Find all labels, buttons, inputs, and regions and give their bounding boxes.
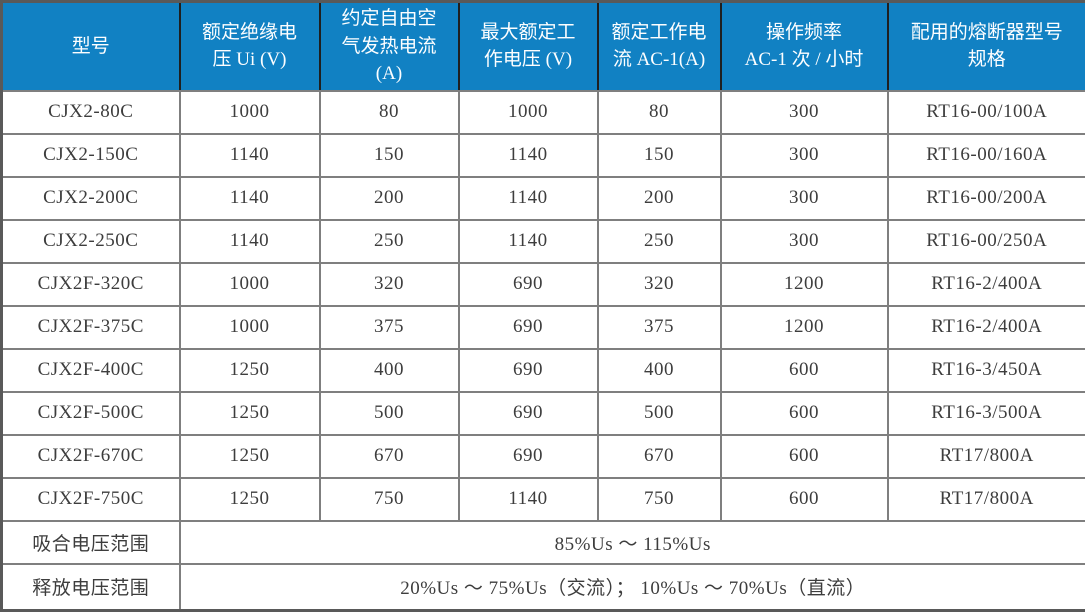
spec-cell: 1250 [178, 347, 321, 393]
spec-cell: 1250 [178, 390, 321, 436]
spec-cell: 1140 [178, 175, 321, 221]
header-cell: 操作频率 AC-1 次 / 小时 [719, 0, 889, 92]
header-cell: 约定自由空 气发热电流 (A) [318, 0, 460, 92]
spec-cell: RT16-00/100A [886, 89, 1085, 135]
spec-cell: 500 [318, 390, 460, 436]
model-cell: CJX2F-750C [0, 476, 181, 522]
header-cell: 额定工作电 流 AC-1(A) [596, 0, 722, 92]
model-cell: CJX2-80C [0, 89, 181, 135]
table-row: CJX2-80C 1000 80 1000 80 300 RT16-00/100A [0, 89, 1085, 135]
header-row: 型号 额定绝缘电 压 Ui (V) 约定自由空 气发热电流 (A) 最大额定工 作电压… [0, 0, 1085, 92]
model-cell: CJX2F-400C [0, 347, 181, 393]
spec-cell: 300 [719, 175, 889, 221]
table-row: CJX2F-375C 1000 375 690 375 1200 RT16-2/400A [0, 304, 1085, 350]
spec-cell: 600 [719, 347, 889, 393]
model-cell: CJX2F-375C [0, 304, 181, 350]
table-body: CJX2-80C 1000 80 1000 80 300 RT16-00/100A CJX2-… [0, 89, 1085, 522]
header-cell: 配用的熔断器型号 规格 [886, 0, 1085, 92]
table-row: CJX2F-500C 1250 500 690 500 600 RT16-3/500A [0, 390, 1085, 436]
model-cell: CJX2-200C [0, 175, 181, 221]
spec-cell: 690 [457, 304, 599, 350]
spec-cell: 320 [318, 261, 460, 307]
footer-row-release-voltage: 释放电压范围 20%Us ～ 75%Us（交流）； 10%Us ～ 70%Us（… [0, 562, 1085, 612]
spec-cell: 320 [596, 261, 722, 307]
header-cell: 额定绝缘电 压 Ui (V) [178, 0, 321, 92]
table-row: CJX2F-400C 1250 400 690 400 600 RT16-3/450A [0, 347, 1085, 393]
spec-cell: 150 [596, 132, 722, 178]
pickup-voltage-range-value: 85%Us ～ 115%Us [178, 519, 1085, 565]
spec-cell: 250 [318, 218, 460, 264]
model-cell: CJX2-150C [0, 132, 181, 178]
spec-cell: 300 [719, 132, 889, 178]
spec-cell: 600 [719, 390, 889, 436]
spec-cell: RT17/800A [886, 476, 1085, 522]
spec-cell: 1200 [719, 304, 889, 350]
spec-cell: 200 [318, 175, 460, 221]
spec-cell: 300 [719, 89, 889, 135]
spec-cell: RT16-00/200A [886, 175, 1085, 221]
spec-cell: 1000 [178, 304, 321, 350]
spec-cell: 690 [457, 261, 599, 307]
table-row: CJX2-250C 1140 250 1140 250 300 RT16-00/250A [0, 218, 1085, 264]
spec-cell: 670 [596, 433, 722, 479]
spec-cell: 600 [719, 476, 889, 522]
header-cell: 最大额定工 作电压 (V) [457, 0, 599, 92]
model-cell: CJX2F-320C [0, 261, 181, 307]
spec-cell: 375 [596, 304, 722, 350]
spec-cell: 500 [596, 390, 722, 436]
spec-cell: 80 [318, 89, 460, 135]
spec-cell: RT16-00/160A [886, 132, 1085, 178]
footer-row-pickup-voltage: 吸合电压范围 85%Us ～ 115%Us [0, 519, 1085, 565]
spec-cell: RT17/800A [886, 433, 1085, 479]
spec-cell: 300 [719, 218, 889, 264]
table-footer: 吸合电压范围 85%Us ～ 115%Us 释放电压范围 20%Us ～ 75%… [0, 519, 1085, 612]
table-row: CJX2-200C 1140 200 1140 200 300 RT16-00/200A [0, 175, 1085, 221]
pickup-voltage-range-label: 吸合电压范围 [0, 519, 181, 565]
spec-cell: 750 [596, 476, 722, 522]
spec-cell: 1140 [457, 132, 599, 178]
spec-cell: 1140 [178, 132, 321, 178]
spec-cell: 690 [457, 390, 599, 436]
spec-cell: 1140 [457, 218, 599, 264]
table-row: CJX2-150C 1140 150 1140 150 300 RT16-00/160A [0, 132, 1085, 178]
spec-cell: 150 [318, 132, 460, 178]
spec-cell: 1250 [178, 476, 321, 522]
model-cell: CJX2F-500C [0, 390, 181, 436]
spec-cell: 1140 [457, 476, 599, 522]
table-row: CJX2F-670C 1250 670 690 670 600 RT17/800A [0, 433, 1085, 479]
table-row: CJX2F-320C 1000 320 690 320 1200 RT16-2/400A [0, 261, 1085, 307]
spec-cell: 690 [457, 433, 599, 479]
spec-cell: 690 [457, 347, 599, 393]
spec-cell: 1000 [178, 89, 321, 135]
spec-cell: 250 [596, 218, 722, 264]
spec-cell: 400 [596, 347, 722, 393]
spec-cell: RT16-3/500A [886, 390, 1085, 436]
spec-cell: RT16-2/400A [886, 304, 1085, 350]
model-cell: CJX2F-670C [0, 433, 181, 479]
header-cell: 型号 [0, 0, 181, 92]
spec-cell: 750 [318, 476, 460, 522]
model-cell: CJX2-250C [0, 218, 181, 264]
spec-cell: 1140 [178, 218, 321, 264]
spec-cell: 80 [596, 89, 722, 135]
spec-cell: 200 [596, 175, 722, 221]
release-voltage-range-value: 20%Us ～ 75%Us（交流）； 10%Us ～ 70%Us（直流） [178, 562, 1085, 612]
spec-cell: 1140 [457, 175, 599, 221]
spec-cell: RT16-2/400A [886, 261, 1085, 307]
spec-cell: 400 [318, 347, 460, 393]
spec-cell: 1200 [719, 261, 889, 307]
spec-cell: RT16-00/250A [886, 218, 1085, 264]
spec-cell: 600 [719, 433, 889, 479]
release-voltage-range-label: 释放电压范围 [0, 562, 181, 612]
spec-cell: 670 [318, 433, 460, 479]
spec-cell: RT16-3/450A [886, 347, 1085, 393]
spec-cell: 1000 [178, 261, 321, 307]
spec-cell: 1000 [457, 89, 599, 135]
table-row: CJX2F-750C 1250 750 1140 750 600 RT17/800A [0, 476, 1085, 522]
spec-cell: 1250 [178, 433, 321, 479]
spec-cell: 375 [318, 304, 460, 350]
